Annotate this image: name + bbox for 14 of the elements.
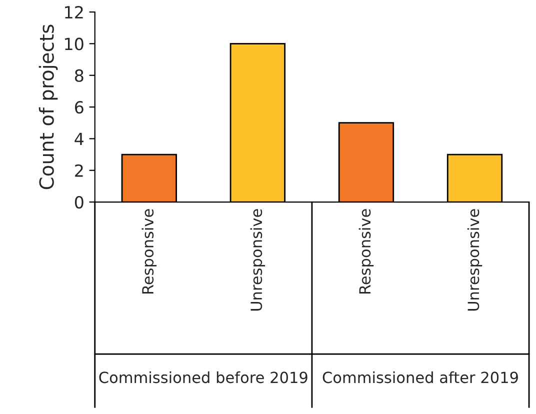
y-tick-label: 6: [75, 100, 84, 114]
y-tick-label: 8: [74, 69, 84, 82]
text: Commissioned before 2019: [99, 371, 308, 384]
y-axis-title: Count of projects: [38, 24, 58, 190]
y-tick-label: 2: [75, 164, 83, 177]
x-tick-label: Unresponsive: [467, 209, 482, 311]
y-tick-label: 12: [65, 6, 83, 18]
y-tick-label: 4: [74, 132, 84, 146]
x-tick-label: Responsive: [142, 209, 157, 294]
x-tick-label: Responsive: [358, 209, 374, 294]
y-tick-label: 0: [74, 196, 84, 209]
x-tick-label: Unresponsive: [250, 209, 266, 311]
text: Commissioned after 2019: [322, 371, 518, 384]
y-tick-label: 10: [65, 38, 84, 50]
